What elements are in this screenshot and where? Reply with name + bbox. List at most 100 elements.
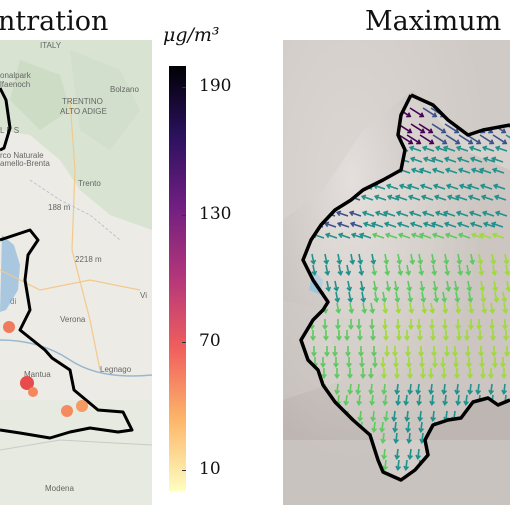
station-marker[interactable] <box>3 321 15 333</box>
wind-arrow <box>336 383 339 394</box>
wind-arrow <box>395 195 408 201</box>
wind-arrow <box>357 383 360 394</box>
wind-arrow <box>445 134 460 145</box>
wind-arrow-head <box>361 308 368 314</box>
wind-arrow-head <box>479 362 485 369</box>
wind-arrow-head <box>409 221 416 228</box>
wind-arrow-head <box>454 373 460 380</box>
wind-arrow-head <box>358 351 364 358</box>
wind-arrow <box>373 280 377 291</box>
wind-arrow <box>434 195 447 201</box>
wind-arrow-head <box>407 389 414 396</box>
wind-arrow-head <box>361 210 368 217</box>
wind-arrow <box>482 211 495 217</box>
colorbar-tick-label: 130 <box>199 203 232 224</box>
wind-arrow-head <box>504 351 510 358</box>
wind-arrow <box>471 233 484 239</box>
concentration-map: ITALY Bolzano TRENTINO ALTO ADIGE Trento… <box>0 40 152 505</box>
wind-arrow-head <box>443 156 450 163</box>
wind-arrow-head <box>501 128 507 134</box>
wind-arrow-head <box>403 400 410 407</box>
wind-arrow <box>382 432 385 443</box>
wind-arrow <box>493 184 506 190</box>
wind-arrow <box>324 222 337 228</box>
wind-arrow-head <box>396 259 403 265</box>
wind-arrow <box>431 157 444 163</box>
wind-arrow <box>506 280 510 291</box>
wind-arrow-head <box>429 324 435 331</box>
wind-arrow <box>419 410 422 421</box>
wind-arrow <box>371 222 384 228</box>
wind-arrow <box>407 421 410 432</box>
wind-arrow <box>411 233 424 239</box>
wind-arrow-head <box>310 335 316 342</box>
wind-arrow-head <box>478 351 484 358</box>
wind-arrow <box>370 302 374 313</box>
wind-arrow <box>410 123 425 134</box>
wind-arrow <box>311 253 315 264</box>
wind-arrow-head <box>455 400 462 407</box>
wind-arrow-head <box>468 145 475 152</box>
wind-arrow <box>383 448 386 459</box>
station-marker[interactable] <box>61 405 73 417</box>
wind-arrow-head <box>384 351 390 358</box>
wind-arrow <box>471 168 484 174</box>
wind-arrow <box>326 280 330 291</box>
map-label-elev-188: 188 m <box>48 203 71 212</box>
wind-arrow-head <box>374 210 381 217</box>
wind-arrow <box>456 146 469 152</box>
wind-arrow-head <box>482 221 489 228</box>
wind-arrow-head <box>397 270 404 276</box>
wind-arrow-head <box>446 194 453 201</box>
wind-arrow <box>394 280 398 291</box>
wind-arrow <box>407 280 411 291</box>
wind-arrow-head <box>405 351 411 358</box>
wind-arrow-head <box>421 308 428 314</box>
colorbar <box>169 66 186 491</box>
wind-arrow <box>483 157 496 163</box>
wind-arrow-head <box>382 400 389 407</box>
wind-arrow-head <box>360 373 366 380</box>
wind-arrow-head <box>489 308 496 314</box>
wind-arrow-head <box>346 286 353 292</box>
wind-arrow <box>422 107 437 118</box>
wind-arrow-head <box>416 139 422 145</box>
station-marker[interactable] <box>20 376 34 390</box>
wind-arrow-head <box>488 389 495 396</box>
wind-arrow <box>335 291 339 302</box>
wind-arrow <box>348 291 352 302</box>
wind-arrow-head <box>311 270 318 276</box>
wind-arrow-head <box>503 335 509 342</box>
wind-arrow <box>478 253 482 264</box>
wind-arrow <box>398 233 411 239</box>
wind-arrow-head <box>379 427 386 434</box>
wind-arrow <box>445 168 458 174</box>
station-marker[interactable] <box>28 387 38 397</box>
wind-arrow-head <box>428 389 435 396</box>
colorbar-tick-mark <box>182 87 186 89</box>
wind-arrow <box>503 302 507 313</box>
wind-arrow-head <box>481 210 488 217</box>
wind-arrow-head <box>356 400 363 407</box>
wind-arrow-head <box>431 270 438 276</box>
wind-arrow <box>495 211 508 217</box>
wind-arrow <box>383 302 387 313</box>
station-marker[interactable] <box>76 400 88 412</box>
wind-arrow-head <box>383 259 390 265</box>
wind-arrow <box>361 291 365 302</box>
wind-arrow <box>397 394 400 405</box>
wind-arrow-head <box>490 221 497 228</box>
wind-arrow-head <box>407 454 414 461</box>
wind-arrow-head <box>407 373 413 380</box>
wind-arrow <box>479 168 492 174</box>
wind-arrow <box>443 211 456 217</box>
wind-arrow-head <box>323 259 330 265</box>
wind-arrow-head <box>430 416 437 423</box>
wind-arrow-head <box>381 373 387 380</box>
wind-arrow-head <box>406 362 412 369</box>
wind-arrow <box>337 253 341 264</box>
wind-arrow <box>446 280 450 291</box>
wind-arrow-head <box>408 324 414 331</box>
wind-arrow-head <box>428 373 434 380</box>
wind-arrow-head <box>433 297 440 303</box>
